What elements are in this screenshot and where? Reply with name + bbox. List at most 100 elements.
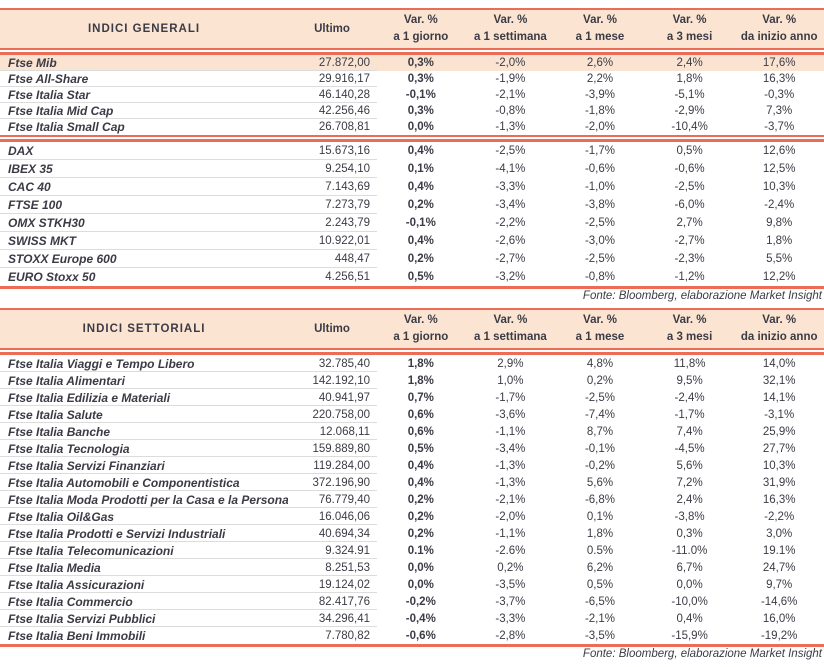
var-1-giorno-value: -0,1%	[405, 89, 436, 101]
var-3-mesi-value: 7,4%	[676, 425, 703, 438]
table-row: Ftse All-Share 29.916,17 0,3% -1,9% 2,2%…	[0, 71, 824, 87]
var-1-giorno-value: 0,0%	[407, 561, 434, 574]
var-1-mese-value: -7,4%	[584, 408, 615, 421]
var-1-settimana-value: 1,0%	[497, 374, 524, 387]
table-row: CAC 40 7.143,69 0,4% -3,3% -1,0% -2,5% 1…	[0, 178, 824, 196]
var-3-mesi-value: -3,8%	[674, 510, 705, 523]
var-1-settimana-value: -1,3%	[495, 121, 526, 133]
var-1-giorno-value: 0,6%	[407, 425, 434, 438]
table-row: FTSE 100 7.273,79 0,2% -3,4% -3,8% -6,0%…	[0, 196, 824, 214]
var-inizio-anno-value: -2,4%	[764, 199, 795, 211]
var-inizio-anno-value: 24,7%	[762, 561, 796, 574]
var-1-mese-value: 6,2%	[586, 561, 614, 574]
ultimo-value: 10.922,01	[318, 235, 370, 247]
table-header: INDICI GENERALI Ultimo Var. % a 1 giorno…	[0, 10, 824, 48]
var-1-settimana-value: -2,2%	[495, 217, 526, 229]
table-row: Ftse Italia Viaggi e Tempo Libero 32.785…	[0, 355, 824, 372]
table-row: Ftse Italia Beni Immobili 7.780,82 -0,6%…	[0, 627, 824, 644]
var-1-settimana-value: -2,1%	[495, 89, 526, 101]
ultimo-value: 27.872,00	[318, 57, 370, 69]
index-label: Ftse Italia Viaggi e Tempo Libero	[8, 356, 195, 371]
index-label: Ftse Italia Automobili e Componentistica	[8, 475, 240, 490]
col-header-line2: a 1 settimana	[473, 331, 547, 344]
index-label: DAX	[8, 144, 34, 158]
var-1-giorno-value: 0,2%	[407, 199, 434, 211]
table-row: Ftse Italia Media 8.251,53 0,0% 0,2% 6,2…	[0, 559, 824, 576]
table-row: Ftse Italia Mid Cap 42.256,46 0,3% -0,8%…	[0, 103, 824, 119]
sector-indices-group: Ftse Italia Viaggi e Tempo Libero 32.785…	[0, 355, 824, 644]
var-1-mese-value: 2,6%	[586, 57, 614, 69]
var-1-giorno-value: 0,3%	[407, 57, 434, 69]
european-indices-group: DAX 15.673,16 0,4% -2,5% -1,7% 0,5% 12,6…	[0, 142, 824, 286]
var-1-giorno-value: 0,2%	[407, 493, 434, 506]
table-row: Ftse Italia Alimentari 142.192,10 1,8% 1…	[0, 372, 824, 389]
ultimo-value: 19.124,02	[318, 578, 370, 591]
var-1-settimana-value: -3,4%	[495, 442, 526, 455]
table-row: Ftse Italia Assicurazioni 19.124,02 0,0%…	[0, 576, 824, 593]
var-3-mesi-value: -2,4%	[674, 391, 705, 404]
var-inizio-anno-value: 19.1%	[762, 544, 796, 557]
index-label: Ftse Italia Prodotti e Servizi Industria…	[8, 526, 226, 541]
col-header-line2: a 1 mese	[575, 31, 625, 44]
table-row: Ftse Italia Salute 220.758,00 0,6% -3,6%…	[0, 406, 824, 423]
var-1-settimana-value: -3,2%	[495, 271, 526, 283]
ultimo-value: 448,47	[334, 253, 370, 265]
col-header-var-1-giorno: Var. % a 1 giorno	[376, 10, 466, 48]
var-1-giorno-value: 0,4%	[407, 459, 434, 472]
header-divider	[0, 48, 824, 55]
var-inizio-anno-value: 7,3%	[766, 105, 793, 117]
index-label: STOXX Europe 600	[8, 252, 117, 266]
var-1-settimana-value: -3,3%	[495, 612, 526, 625]
var-3-mesi-value: 11,8%	[673, 357, 706, 370]
var-1-settimana-value: -2.6%	[495, 544, 526, 557]
index-label: Ftse Italia Servizi Pubblici	[8, 611, 156, 626]
index-label: Ftse Italia Servizi Finanziari	[8, 458, 165, 473]
var-inizio-anno-value: 17,6%	[762, 57, 796, 69]
var-1-giorno-value: 0,4%	[407, 181, 434, 193]
index-label: CAC 40	[8, 180, 51, 194]
table-row: Ftse Italia Oil&Gas 16.046,06 0,2% -2,0%…	[0, 508, 824, 525]
var-inizio-anno-value: 14,1%	[762, 391, 796, 404]
col-header-line2: a 1 settimana	[473, 31, 547, 44]
var-1-mese-value: 0.5%	[586, 544, 614, 557]
var-inizio-anno-value: -14,6%	[760, 595, 798, 608]
var-1-giorno-value: 0,7%	[407, 391, 434, 404]
var-1-giorno-value: 1,8%	[407, 357, 434, 370]
var-inizio-anno-value: 25,9%	[762, 425, 796, 438]
var-1-giorno-value: 0,4%	[407, 476, 434, 489]
var-1-mese-value: 8,7%	[586, 425, 614, 438]
var-1-mese-value: -2,1%	[584, 612, 615, 625]
col-header-line2: a 1 mese	[575, 331, 625, 344]
var-1-mese-value: -2,5%	[584, 253, 615, 265]
var-1-mese-value: -0,1%	[584, 442, 615, 455]
var-3-mesi-value: 0,4%	[676, 612, 703, 625]
var-3-mesi-value: 5,6%	[676, 459, 703, 472]
var-inizio-anno-value: 10,3%	[762, 181, 796, 193]
ultimo-value: 4.256,51	[325, 271, 370, 283]
col-header-var-1-giorno: Var. % a 1 giorno	[376, 310, 466, 348]
ultimo-value: 15.673,16	[318, 145, 370, 157]
col-header-line1: Var. %	[762, 14, 797, 26]
index-label: Ftse Italia Telecomunicazioni	[8, 543, 174, 558]
ultimo-value: 26.708,81	[318, 121, 370, 133]
var-3-mesi-value: -2,5%	[674, 181, 705, 193]
var-3-mesi-value: 2,4%	[676, 493, 703, 506]
var-1-mese-value: -6,5%	[584, 595, 615, 608]
var-1-mese-value: -0,2%	[584, 459, 615, 472]
bottom-divider	[0, 644, 824, 647]
index-label: Ftse All-Share	[8, 72, 89, 86]
var-1-giorno-value: 0,2%	[407, 510, 434, 523]
table-row: Ftse Italia Tecnologia 159.889,80 0,5% -…	[0, 440, 824, 457]
var-inizio-anno-value: 16,0%	[762, 612, 796, 625]
col-header-var-1-mese: Var. % a 1 mese	[555, 10, 645, 48]
var-3-mesi-value: 9,5%	[676, 374, 703, 387]
var-3-mesi-value: -10,4%	[671, 121, 708, 133]
table-row: STOXX Europe 600 448,47 0,2% -2,7% -2,5%…	[0, 250, 824, 268]
var-3-mesi-value: 0,5%	[676, 145, 703, 157]
var-1-mese-value: -3,8%	[584, 199, 615, 211]
var-1-mese-value: 5,6%	[586, 476, 614, 489]
var-inizio-anno-value: -2,2%	[764, 510, 795, 523]
col-header-line2: a 3 mesi	[666, 331, 713, 344]
var-1-giorno-value: 0,4%	[407, 145, 434, 157]
ultimo-value: 16.046,06	[318, 510, 370, 523]
